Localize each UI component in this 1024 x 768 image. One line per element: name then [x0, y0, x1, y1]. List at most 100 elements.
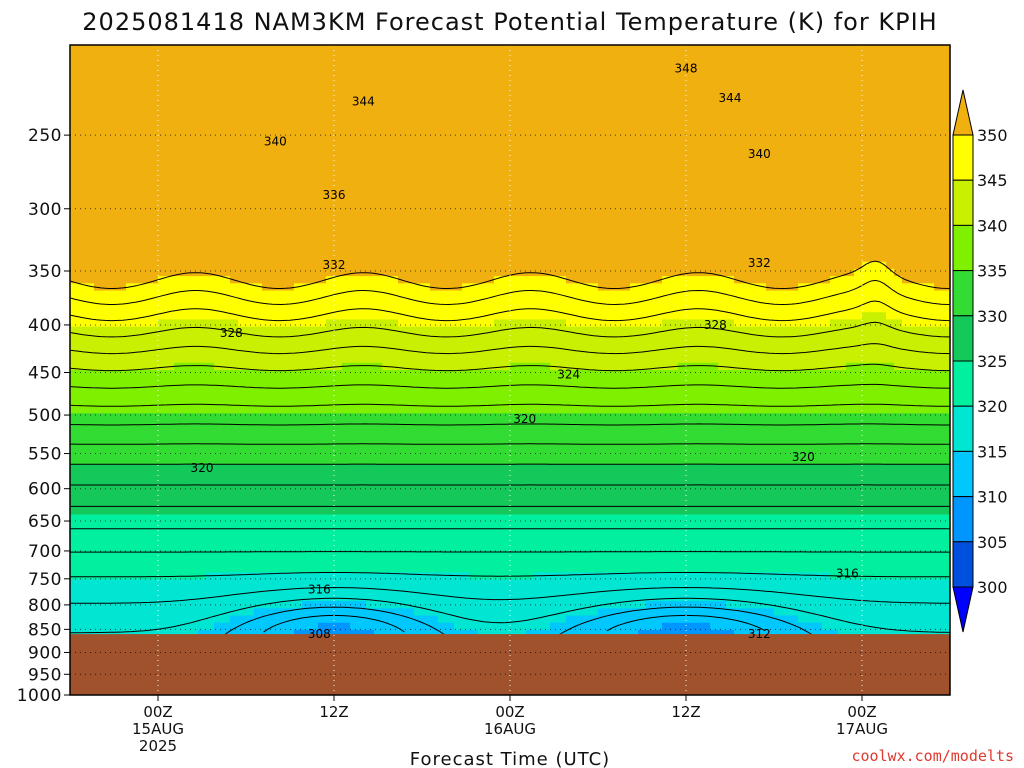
heatmap-cell [934, 73, 943, 82]
heatmap-cell [254, 355, 263, 364]
heatmap-cell [302, 95, 311, 104]
heatmap-cell [454, 218, 463, 227]
heatmap-cell [790, 153, 799, 162]
heatmap-cell [518, 312, 527, 321]
heatmap-cell [406, 326, 415, 335]
heatmap-cell [102, 146, 111, 154]
heatmap-cell [598, 362, 607, 371]
heatmap-cell [654, 326, 663, 335]
heatmap-cell [654, 240, 663, 248]
heatmap-cell [438, 247, 447, 256]
heatmap-cell [494, 247, 503, 256]
heatmap-cell [566, 175, 575, 183]
heatmap-cell [478, 160, 487, 169]
heatmap-cell [534, 66, 543, 75]
heatmap-cell [862, 290, 871, 299]
heatmap-cell [190, 124, 199, 133]
heatmap-cell [382, 261, 391, 270]
heatmap-cell [286, 66, 295, 75]
heatmap-cell [230, 348, 239, 357]
heatmap-cell [470, 305, 479, 313]
heatmap-cell [342, 102, 351, 111]
heatmap-cell [702, 211, 711, 219]
heatmap-cell [790, 73, 799, 82]
heatmap-cell [654, 290, 663, 299]
heatmap-cell [142, 167, 151, 176]
heatmap-cell [702, 189, 711, 198]
heatmap-cell [774, 362, 783, 371]
heatmap-cell [302, 81, 311, 89]
heatmap-cell [206, 203, 215, 212]
heatmap-cell [758, 362, 767, 371]
heatmap-cell [526, 175, 535, 183]
heatmap-cell [558, 175, 567, 183]
heatmap-cell [774, 138, 783, 147]
heatmap-cell [470, 175, 479, 183]
heatmap-cell [870, 211, 879, 219]
heatmap-cell [870, 297, 879, 306]
heatmap-cell [926, 211, 935, 219]
heatmap-cell [326, 73, 335, 82]
heatmap-cell [566, 211, 575, 219]
heatmap-cell [830, 211, 839, 219]
heatmap-cell [102, 312, 111, 321]
heatmap-cell [230, 247, 239, 256]
heatmap-cell [110, 45, 119, 53]
heatmap-cell [174, 160, 183, 169]
heatmap-cell [94, 261, 103, 270]
heatmap-cell [422, 355, 431, 364]
heatmap-cell [462, 189, 471, 198]
heatmap-cell [430, 370, 439, 378]
heatmap-cell [742, 276, 751, 284]
heatmap-cell [910, 66, 919, 75]
heatmap-cell [798, 45, 807, 53]
heatmap-cell [102, 355, 111, 364]
heatmap-cell [766, 261, 775, 270]
heatmap-cell [390, 225, 399, 234]
heatmap-cell [142, 370, 151, 378]
heatmap-cell [726, 203, 735, 212]
heatmap-cell [822, 232, 831, 241]
heatmap-cell [718, 240, 727, 248]
heatmap-cell [638, 305, 647, 313]
heatmap-cell [670, 124, 679, 133]
heatmap-cell [902, 305, 911, 313]
heatmap-cell [406, 110, 415, 118]
heatmap-cell [526, 297, 535, 306]
heatmap-cell [414, 102, 423, 111]
heatmap-cell [886, 175, 895, 183]
heatmap-cell [334, 167, 343, 176]
heatmap-cell [662, 240, 671, 248]
heatmap-cell [774, 52, 783, 61]
heatmap-cell [550, 254, 559, 263]
heatmap-cell [118, 124, 127, 133]
heatmap-cell [118, 110, 127, 118]
heatmap-cell [214, 66, 223, 75]
heatmap-cell [454, 81, 463, 89]
heatmap-cell [142, 138, 151, 147]
heatmap-cell [574, 175, 583, 183]
heatmap-cell [398, 153, 407, 162]
heatmap-cell [158, 261, 167, 270]
heatmap-cell [494, 95, 503, 104]
heatmap-cell [310, 319, 319, 328]
heatmap-cell [398, 88, 407, 97]
heatmap-cell [710, 131, 719, 140]
heatmap-cell [558, 305, 567, 313]
heatmap-cell [118, 218, 127, 227]
heatmap-cell [606, 232, 615, 241]
heatmap-cell [702, 297, 711, 306]
heatmap-cell [702, 254, 711, 263]
heatmap-cell [582, 341, 591, 349]
heatmap-cell [430, 218, 439, 227]
heatmap-cell [246, 218, 255, 227]
heatmap-cell [142, 110, 151, 118]
heatmap-cell [918, 160, 927, 169]
heatmap-cell [134, 370, 143, 378]
heatmap-cell [758, 189, 767, 198]
heatmap-cell [150, 66, 159, 75]
heatmap-cell [694, 167, 703, 176]
heatmap-cell [238, 110, 247, 118]
heatmap-cell [838, 81, 847, 89]
heatmap-cell [726, 66, 735, 75]
